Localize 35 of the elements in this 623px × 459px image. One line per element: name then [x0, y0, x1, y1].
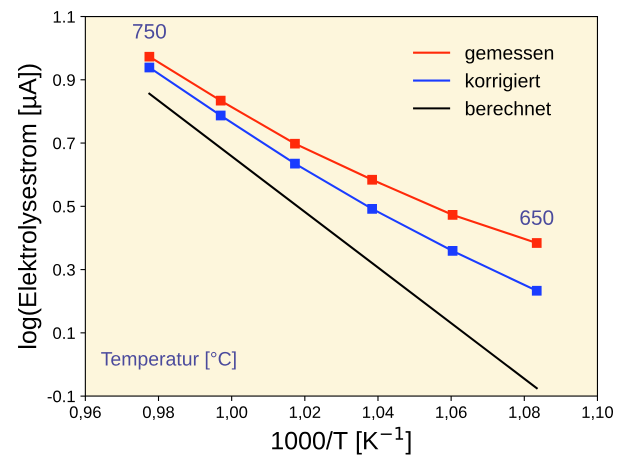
point [290, 138, 300, 149]
x-axis-title: 1000/T [K$^{−1}$] [272, 426, 411, 454]
point [367, 174, 377, 185]
legend-label: korrigiert [466, 73, 540, 92]
point [448, 210, 458, 220]
point [532, 238, 542, 248]
y-tick-label: 0.9 [53, 74, 75, 86]
point [144, 52, 154, 62]
x-tick-label: 0,98 [142, 406, 174, 420]
y-tick-label: -0.1 [48, 390, 75, 402]
annotation: 650 [520, 210, 554, 226]
x-tick-label: 1,04 [363, 406, 394, 420]
y-tick-label: 0.5 [53, 200, 75, 213]
x-tick-label: 1,10 [582, 406, 614, 420]
y-tick-label: 0.7 [53, 137, 75, 150]
y-tick-label: 0.3 [53, 264, 75, 276]
y-axis-title: log(Elektrolysestrom [µA]) [18, 64, 42, 348]
point [144, 62, 154, 72]
legend-label: berechnet [466, 101, 551, 116]
point [290, 158, 300, 168]
y-tick-label: 0.1 [53, 327, 75, 340]
point [367, 204, 377, 214]
x-tick-label: 1,06 [436, 406, 467, 420]
x-tick-label: 1,02 [290, 406, 320, 420]
point [216, 110, 226, 120]
point [532, 286, 542, 296]
point [448, 246, 458, 256]
x-tick-label: 1,08 [509, 406, 540, 420]
y-tick-label: 1.1 [54, 11, 75, 23]
legend-label: gemessen [465, 49, 554, 64]
annotation: Temperatur [°C] [101, 351, 236, 370]
x-tick-label: 1,00 [216, 406, 248, 420]
annotation: 750 [133, 24, 166, 39]
x-tick-label: 0,96 [70, 406, 101, 420]
point [216, 96, 226, 106]
